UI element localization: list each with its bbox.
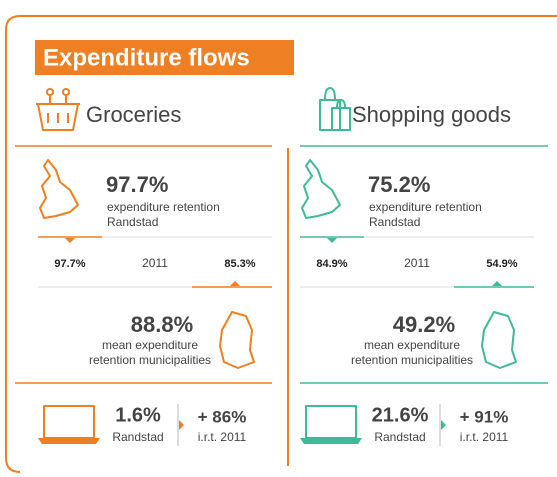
municipal-value: 88.8% bbox=[131, 312, 193, 337]
change-value: + 91% bbox=[460, 407, 509, 426]
laptop-base bbox=[300, 438, 362, 444]
year: 2011 bbox=[404, 256, 430, 270]
pointer bbox=[492, 281, 502, 286]
retention-label: expenditure retention bbox=[107, 200, 220, 214]
retention-label: Randstad bbox=[369, 215, 420, 229]
municipal-label: mean expenditure bbox=[102, 338, 198, 352]
retention-label: expenditure retention bbox=[369, 200, 482, 214]
municipal-label: retention municipalities bbox=[89, 353, 211, 367]
previous-value: 85.3% bbox=[224, 258, 255, 270]
pointer bbox=[327, 238, 337, 243]
pointer bbox=[441, 420, 446, 430]
previous-value: 54.9% bbox=[486, 258, 517, 270]
municipality-icon bbox=[481, 311, 517, 369]
change-label: i.r.t. 2011 bbox=[460, 430, 509, 444]
online-value: 21.6% bbox=[372, 404, 429, 426]
laptop-screen bbox=[43, 405, 95, 439]
pointer bbox=[230, 281, 240, 286]
pointer bbox=[65, 238, 75, 243]
current-value: 84.9% bbox=[316, 258, 347, 270]
retention-value: 97.7% bbox=[106, 172, 168, 197]
municipal-label: mean expenditure bbox=[364, 338, 460, 352]
online-value: 1.6% bbox=[115, 404, 161, 426]
category-name: Groceries bbox=[86, 102, 181, 127]
year: 2011 bbox=[142, 256, 168, 270]
frame bbox=[5, 15, 557, 473]
title-background bbox=[35, 40, 294, 75]
current-value: 97.7% bbox=[54, 258, 85, 270]
pointer bbox=[179, 420, 184, 430]
bag-icon bbox=[319, 87, 351, 131]
laptop-screen bbox=[305, 405, 357, 439]
online-label: Randstad bbox=[374, 430, 425, 444]
laptop-base bbox=[38, 438, 100, 444]
retention-value: 75.2% bbox=[368, 172, 430, 197]
change-value: + 86% bbox=[198, 407, 247, 426]
basket-handle bbox=[62, 88, 70, 96]
municipality-icon bbox=[219, 311, 255, 369]
region-icon bbox=[301, 159, 341, 219]
retention-label: Randstad bbox=[107, 215, 158, 229]
title: Expenditure flows bbox=[43, 44, 250, 71]
basket-handle bbox=[46, 88, 54, 96]
basket-icon bbox=[36, 96, 80, 131]
change-label: i.r.t. 2011 bbox=[198, 430, 247, 444]
region-icon bbox=[39, 159, 79, 219]
online-label: Randstad bbox=[112, 430, 163, 444]
municipal-value: 49.2% bbox=[393, 312, 455, 337]
municipal-label: retention municipalities bbox=[351, 353, 473, 367]
category-name: Shopping goods bbox=[352, 102, 511, 127]
